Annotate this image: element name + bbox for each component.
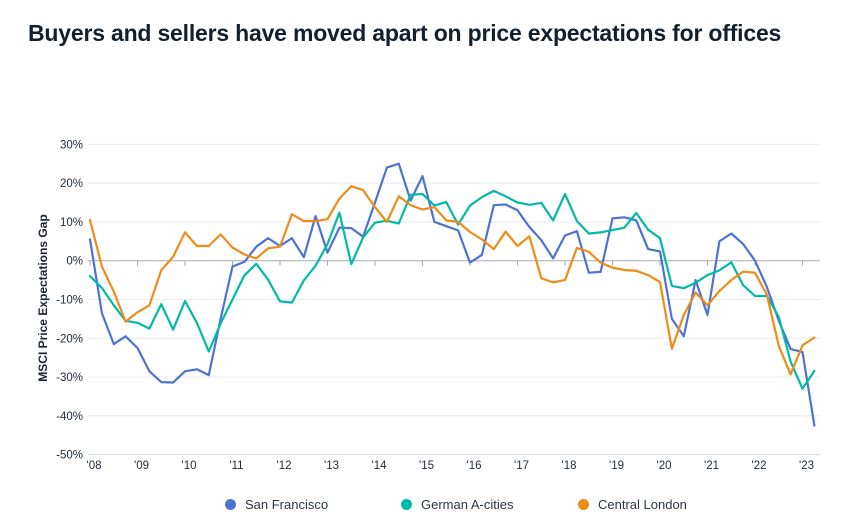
legend-label: Central London [598,496,687,512]
y-tick-label: 0% [66,256,83,268]
x-tick-label: '18 [562,460,577,472]
legend-dot [401,498,412,510]
series-line-german-a-cities [88,189,816,390]
y-tick-label: 30% [60,139,83,151]
y-tick-label: -20% [56,333,83,345]
legend-label: German A-cities [421,496,514,512]
x-tick-label: '17 [514,460,529,472]
series-line-san-francisco [88,162,816,427]
legend-label: San Francisco [245,496,329,512]
x-tick-label: '15 [419,460,434,472]
legend-item-german-a-cities[interactable]: German A-cities [401,495,513,513]
x-tick-label: '08 [87,460,102,472]
y-tick-label: -50% [56,450,83,462]
y-tick-label: 10% [60,217,83,229]
y-tick-label: -10% [56,294,83,306]
y-tick-label: 20% [60,178,83,190]
legend-dot [225,498,236,510]
x-tick-label: '21 [704,460,719,472]
series-line-central-london [88,185,816,376]
x-tick-label: '10 [182,460,197,472]
x-tick-label: '19 [609,460,624,472]
chart-title: Buyers and sellers have moved apart on p… [28,20,782,46]
x-tick-label: '22 [752,460,767,472]
x-tick-label: '20 [657,460,672,472]
x-tick-label: '11 [229,460,243,472]
legend-dot [578,498,589,510]
x-tick-label: '09 [134,460,149,472]
x-tick-label: '23 [799,460,814,472]
x-tick-label: '14 [372,460,388,472]
legend-item-central-london[interactable]: Central London [578,495,687,513]
y-tick-label: -40% [56,411,83,423]
y-axis-title: MSCI Price Expectations Gap [36,214,50,382]
x-tick-label: '13 [324,460,339,472]
y-tick-label: -30% [56,372,83,384]
legend-item-san-francisco[interactable]: San Francisco [225,495,328,513]
x-tick-label: '16 [467,460,482,472]
x-tick-label: '12 [277,460,292,472]
